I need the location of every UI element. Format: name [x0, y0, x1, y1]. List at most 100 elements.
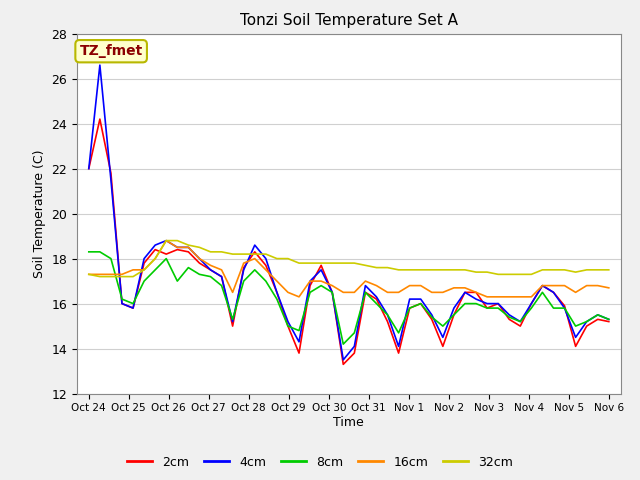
- 8cm: [450, 312, 458, 318]
- 4cm: [561, 305, 568, 311]
- 32cm: [339, 260, 347, 266]
- 8cm: [262, 278, 269, 284]
- 4cm: [572, 335, 579, 340]
- 4cm: [284, 319, 292, 324]
- 4cm: [539, 283, 547, 288]
- 4cm: [594, 312, 602, 318]
- 4cm: [251, 242, 259, 248]
- 32cm: [163, 238, 170, 243]
- 8cm: [273, 296, 281, 302]
- 2cm: [218, 274, 225, 279]
- 16cm: [339, 289, 347, 295]
- 16cm: [96, 272, 104, 277]
- 2cm: [196, 260, 204, 266]
- 2cm: [594, 316, 602, 322]
- 8cm: [561, 305, 568, 311]
- 2cm: [151, 247, 159, 252]
- 4cm: [527, 300, 535, 306]
- 2cm: [251, 249, 259, 255]
- Legend: 2cm, 4cm, 8cm, 16cm, 32cm: 2cm, 4cm, 8cm, 16cm, 32cm: [122, 451, 518, 474]
- 8cm: [306, 289, 314, 295]
- 8cm: [96, 249, 104, 255]
- 4cm: [583, 319, 591, 324]
- 8cm: [228, 316, 236, 322]
- 8cm: [506, 314, 513, 320]
- 2cm: [306, 283, 314, 288]
- 8cm: [539, 289, 547, 295]
- 32cm: [372, 264, 380, 270]
- 4cm: [218, 274, 225, 279]
- Line: 2cm: 2cm: [89, 119, 609, 364]
- 16cm: [450, 285, 458, 291]
- 32cm: [240, 251, 248, 257]
- 2cm: [395, 350, 403, 356]
- 8cm: [527, 305, 535, 311]
- 16cm: [483, 294, 491, 300]
- 8cm: [284, 323, 292, 329]
- 4cm: [85, 166, 93, 171]
- 32cm: [439, 267, 447, 273]
- 2cm: [163, 251, 170, 257]
- 16cm: [461, 285, 469, 291]
- 4cm: [417, 296, 424, 302]
- 2cm: [173, 247, 181, 252]
- 4cm: [494, 300, 502, 306]
- 16cm: [428, 289, 436, 295]
- 4cm: [163, 238, 170, 243]
- 32cm: [218, 249, 225, 255]
- 4cm: [196, 256, 204, 262]
- 8cm: [151, 267, 159, 273]
- 32cm: [483, 269, 491, 275]
- 2cm: [550, 289, 557, 295]
- 4cm: [483, 300, 491, 306]
- 8cm: [516, 319, 524, 324]
- 4cm: [516, 319, 524, 324]
- 8cm: [395, 330, 403, 336]
- 2cm: [583, 323, 591, 329]
- 32cm: [506, 272, 513, 277]
- 2cm: [483, 305, 491, 311]
- 32cm: [461, 267, 469, 273]
- Y-axis label: Soil Temperature (C): Soil Temperature (C): [33, 149, 45, 278]
- 4cm: [317, 267, 325, 273]
- 32cm: [228, 251, 236, 257]
- 16cm: [240, 260, 248, 266]
- 8cm: [384, 312, 392, 318]
- 16cm: [306, 278, 314, 284]
- Line: 16cm: 16cm: [89, 240, 609, 297]
- 8cm: [140, 278, 148, 284]
- 16cm: [228, 289, 236, 295]
- 16cm: [129, 267, 137, 273]
- 16cm: [351, 289, 358, 295]
- 8cm: [85, 249, 93, 255]
- 16cm: [262, 267, 269, 273]
- 8cm: [406, 305, 413, 311]
- 16cm: [251, 256, 259, 262]
- 16cm: [85, 272, 93, 277]
- 32cm: [539, 267, 547, 273]
- 32cm: [328, 260, 336, 266]
- 16cm: [118, 272, 126, 277]
- 32cm: [306, 260, 314, 266]
- 16cm: [594, 283, 602, 288]
- 32cm: [450, 267, 458, 273]
- Text: TZ_fmet: TZ_fmet: [79, 44, 143, 58]
- 32cm: [151, 256, 159, 262]
- 4cm: [207, 267, 214, 273]
- 8cm: [184, 264, 192, 270]
- 2cm: [351, 350, 358, 356]
- 16cm: [550, 283, 557, 288]
- 2cm: [461, 289, 469, 295]
- 4cm: [173, 244, 181, 250]
- 8cm: [163, 256, 170, 262]
- 16cm: [506, 294, 513, 300]
- 8cm: [351, 330, 358, 336]
- 4cm: [140, 256, 148, 262]
- 2cm: [605, 319, 612, 324]
- 2cm: [384, 319, 392, 324]
- 16cm: [140, 267, 148, 273]
- 32cm: [605, 267, 612, 273]
- X-axis label: Time: Time: [333, 416, 364, 429]
- 16cm: [472, 289, 480, 295]
- 16cm: [107, 272, 115, 277]
